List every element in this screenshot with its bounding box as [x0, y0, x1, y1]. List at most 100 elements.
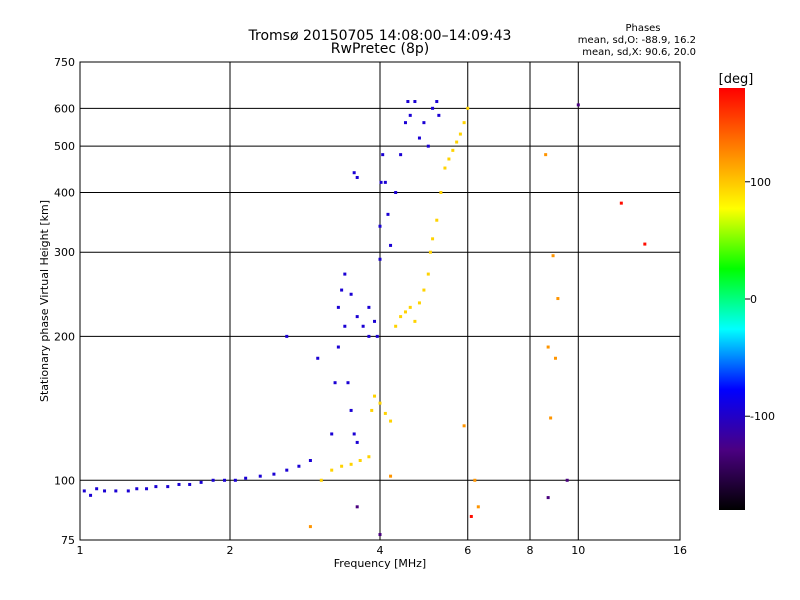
data-point — [551, 254, 555, 258]
data-point — [379, 180, 383, 184]
phase-info-x: mean, sd,X: 90.6, 20.0 — [582, 47, 696, 58]
data-point — [114, 489, 118, 493]
data-point — [556, 297, 560, 301]
data-point — [367, 305, 371, 309]
data-point — [330, 468, 334, 472]
data-point — [417, 136, 421, 140]
data-point — [330, 432, 334, 436]
data-point — [469, 514, 473, 518]
data-point — [476, 505, 480, 509]
data-point — [431, 106, 435, 110]
grid-lines — [80, 62, 680, 540]
data-point — [437, 113, 441, 117]
data-point — [285, 468, 289, 472]
data-point — [355, 505, 359, 509]
data-point — [166, 485, 170, 489]
data-point — [336, 345, 340, 349]
data-point — [319, 478, 323, 482]
data-point — [352, 171, 356, 175]
data-point — [403, 121, 407, 125]
data-point — [135, 487, 139, 491]
data-point — [462, 424, 466, 428]
data-point — [154, 485, 158, 489]
data-point — [549, 416, 553, 420]
data-point — [358, 458, 362, 462]
y-tick-label: 75 — [61, 534, 75, 547]
data-point — [443, 166, 447, 170]
data-point — [619, 201, 623, 205]
data-point — [565, 478, 569, 482]
data-point — [451, 148, 455, 152]
phase-info-title: Phases — [625, 23, 660, 34]
data-point — [413, 100, 417, 104]
data-point — [473, 478, 477, 482]
data-point — [308, 525, 312, 529]
data-point — [258, 474, 262, 478]
x-tick-label: 16 — [673, 544, 687, 557]
colorbar — [719, 88, 745, 510]
data-point — [367, 455, 371, 459]
chart-subtitle: RwPretec (8p) — [331, 41, 429, 57]
x-tick-label: 2 — [227, 544, 234, 557]
data-point — [576, 103, 580, 107]
data-point — [82, 489, 86, 493]
data-point — [177, 482, 181, 486]
data-point — [553, 356, 557, 360]
data-point — [378, 533, 382, 537]
data-point — [272, 472, 276, 476]
data-point — [89, 493, 93, 497]
chart-title: Tromsø 20150705 14:08:00–14:09:43 — [248, 28, 512, 44]
data-point — [349, 292, 353, 296]
data-point — [394, 190, 398, 194]
data-point — [316, 356, 320, 360]
colorbar-tick-label: 100 — [750, 176, 771, 189]
y-tick-label: 200 — [54, 330, 75, 343]
data-point — [408, 305, 412, 309]
data-point — [381, 153, 385, 157]
data-point — [447, 157, 451, 161]
y-tick-label: 300 — [54, 246, 75, 259]
data-point — [383, 411, 387, 415]
data-point — [244, 476, 248, 480]
data-point — [389, 419, 393, 423]
data-point — [389, 474, 393, 478]
data-point — [370, 408, 374, 412]
data-point — [285, 334, 289, 338]
data-point — [378, 257, 382, 261]
data-point — [403, 310, 407, 314]
data-point — [439, 190, 443, 194]
data-point — [126, 489, 130, 493]
data-point — [343, 272, 347, 276]
data-point — [188, 482, 192, 486]
data-point — [462, 121, 466, 125]
colorbar-tick-label: 0 — [750, 293, 757, 306]
data-point — [546, 496, 550, 500]
data-point — [373, 319, 377, 323]
data-point — [431, 237, 435, 241]
data-point — [394, 324, 398, 328]
y-tick-label: 600 — [54, 102, 75, 115]
data-point — [428, 250, 432, 254]
data-point — [223, 478, 227, 482]
data-point — [466, 106, 470, 110]
x-tick-label: 8 — [527, 544, 534, 557]
data-point — [399, 153, 403, 157]
data-point — [422, 121, 426, 125]
data-point — [546, 345, 550, 349]
data-point — [211, 478, 215, 482]
x-tick-label: 6 — [464, 544, 471, 557]
data-point — [422, 288, 426, 292]
data-point — [233, 478, 237, 482]
data-point — [458, 132, 462, 136]
x-tick-label: 4 — [377, 544, 384, 557]
data-point — [408, 113, 412, 117]
data-point — [435, 100, 439, 104]
data-point — [349, 462, 353, 466]
y-tick-label: 500 — [54, 140, 75, 153]
y-tick-label: 400 — [54, 186, 75, 199]
data-point — [355, 175, 359, 179]
data-point — [361, 324, 365, 328]
data-point — [336, 305, 340, 309]
colorbar-tick-label: -100 — [750, 410, 775, 423]
